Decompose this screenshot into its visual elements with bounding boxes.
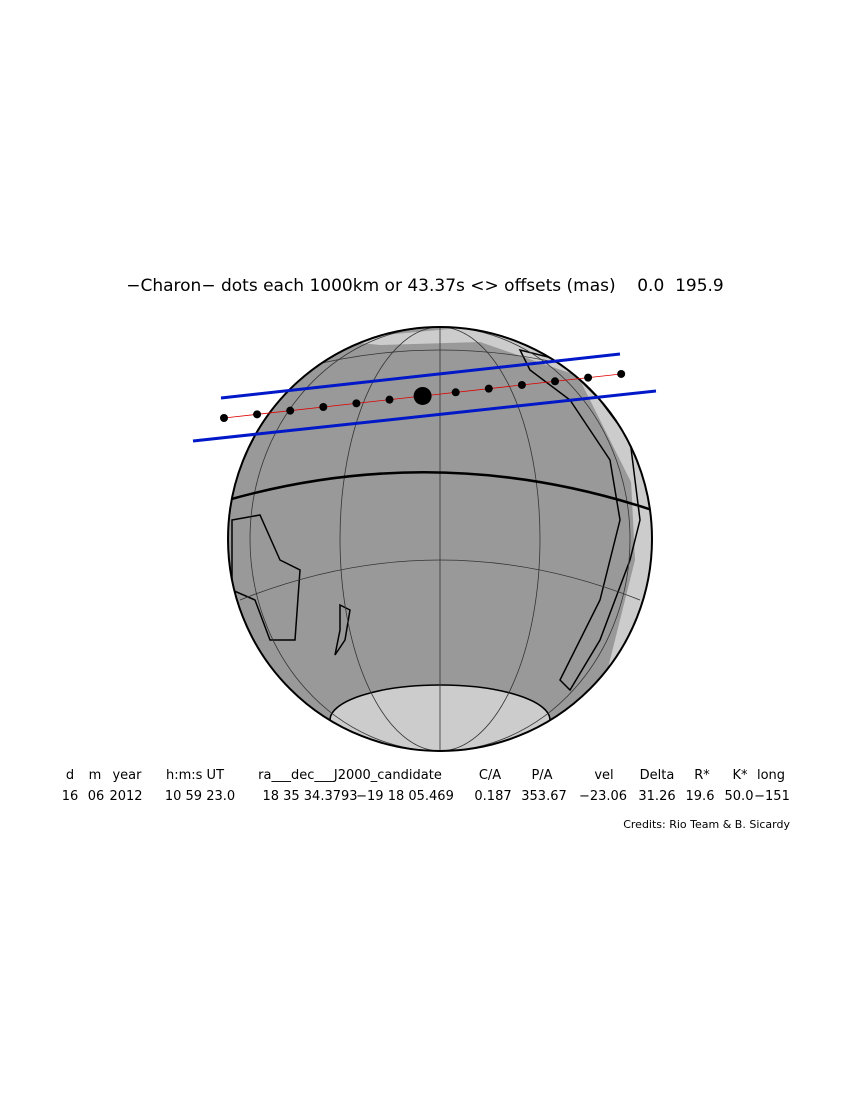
column-value: −23.06 [579, 789, 627, 804]
column-value: 10 59 23.0 [165, 789, 235, 804]
position-dot [484, 384, 493, 393]
column-value: 31.26 [638, 789, 675, 804]
column-header: K* [732, 768, 748, 783]
position-dot [517, 380, 526, 389]
position-dot [319, 402, 328, 411]
position-dot [286, 406, 295, 415]
column-value: 353.67 [521, 789, 567, 804]
column-value: 18 35 34.3793 [262, 789, 357, 804]
position-dot [253, 410, 262, 419]
column-header: year [112, 768, 142, 783]
column-header: d [66, 768, 74, 783]
column-value: 16 [62, 789, 79, 804]
globe [227, 326, 653, 752]
shadow-path [192, 352, 657, 443]
column-header: h:m:s UT [166, 768, 224, 783]
column-value: −151 [754, 789, 790, 804]
position-dot [617, 369, 626, 378]
column-value: 0.187 [474, 789, 511, 804]
position-dot [352, 399, 361, 408]
column-header: ra___dec___J2000_candidate [258, 768, 442, 783]
plot-title: −Charon− dots each 1000km or 43.37s <> o… [126, 276, 724, 296]
column-header: P/A [531, 768, 552, 783]
position-dot [584, 373, 593, 382]
column-header: C/A [479, 768, 501, 783]
column-value: 50.0 [725, 789, 754, 804]
column-header: long [757, 768, 785, 783]
column-value: 19.6 [686, 789, 715, 804]
position-dot [413, 386, 432, 405]
position-dot [551, 377, 559, 386]
column-header: vel [594, 768, 613, 783]
credits: Credits: Rio Team & B. Sicardy [623, 818, 790, 831]
position-dot [220, 414, 228, 422]
column-value: 2012 [109, 789, 142, 804]
column-value: −19 18 05.469 [356, 789, 454, 804]
column-value: 06 [88, 789, 105, 804]
position-dot [385, 395, 394, 404]
column-header: m [89, 768, 102, 783]
column-header: R* [694, 768, 710, 783]
position-dot [451, 388, 460, 397]
column-header: Delta [640, 768, 675, 783]
